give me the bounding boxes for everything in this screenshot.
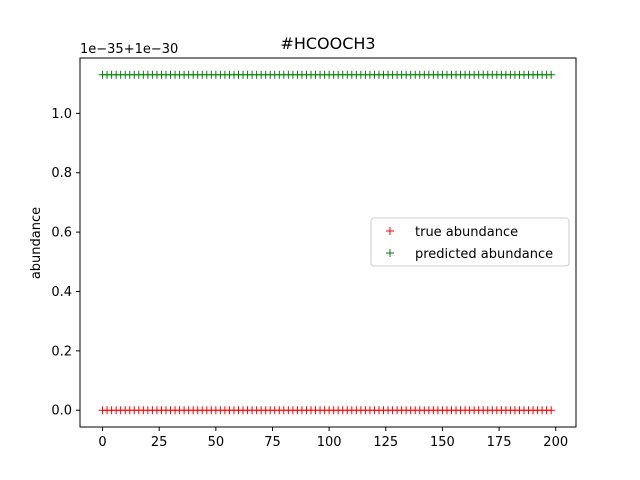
legend-marker <box>386 249 394 257</box>
legend-box <box>370 217 570 267</box>
x-tick-label: 75 <box>264 435 281 450</box>
chart-title: #HCOOCH3 <box>280 34 375 53</box>
y-axis-ticks: 0.0 0.2 0.4 0.6 0.8 1.0 <box>51 107 80 419</box>
series-2 <box>98 70 556 79</box>
legend-marker <box>386 227 394 235</box>
y-tick-label: 1.0 <box>51 107 72 122</box>
x-tick-label: 50 <box>208 435 225 450</box>
series-layer <box>98 70 556 415</box>
x-tick-label: 25 <box>151 435 168 450</box>
plot-frame <box>79 57 577 428</box>
legend-label: true abundance <box>415 225 518 240</box>
y-tick-label: 0.2 <box>51 344 72 359</box>
x-tick-label: 175 <box>487 435 512 450</box>
y-tick-label: 0.4 <box>51 285 72 300</box>
x-tick-label: 100 <box>317 435 342 450</box>
legend: true abundance predicted abundance <box>370 217 570 267</box>
legend-label: predicted abundance <box>415 247 553 262</box>
legend-items: true abundance predicted abundance <box>386 225 553 262</box>
x-axis-ticks: 0 25 50 75 100 125 150 175 200 <box>98 427 568 450</box>
series-1 <box>98 406 556 415</box>
x-tick-label: 125 <box>373 435 398 450</box>
x-tick-label: 200 <box>543 435 568 450</box>
x-tick-label: 0 <box>98 435 106 450</box>
data-point <box>547 70 556 79</box>
y-tick-label: 0.0 <box>51 404 72 419</box>
y-axis-label: abundance <box>29 207 44 279</box>
x-tick-label: 150 <box>430 435 455 450</box>
y-tick-label: 0.6 <box>51 226 72 241</box>
data-point <box>547 406 556 415</box>
y-offset-text: 1e−35+1e−30 <box>80 42 178 57</box>
y-tick-label: 0.8 <box>51 166 72 181</box>
